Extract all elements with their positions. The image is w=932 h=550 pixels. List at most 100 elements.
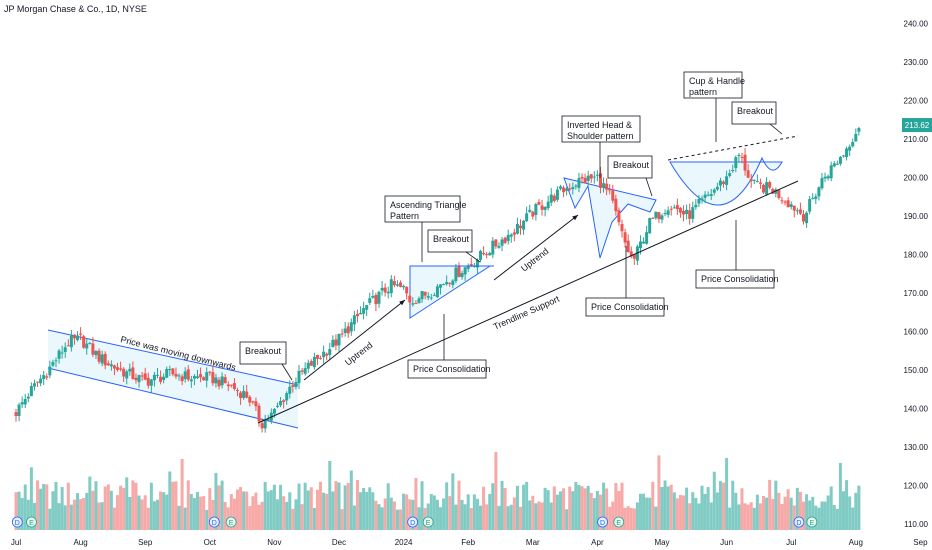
candle-body — [713, 190, 716, 193]
event-label: D — [212, 520, 217, 527]
candle-body — [82, 336, 85, 348]
volume-bar — [624, 508, 627, 530]
volume-bar — [467, 494, 470, 530]
candle-body — [187, 369, 190, 379]
volume-bar — [611, 502, 614, 530]
candle-body — [691, 207, 694, 219]
candle-body — [504, 238, 507, 243]
event-label: E — [810, 520, 815, 527]
volume-bar — [294, 499, 297, 530]
volume-bar — [371, 492, 374, 530]
candle-body — [331, 340, 334, 347]
candle-body — [138, 375, 141, 382]
volume-bar — [341, 509, 344, 530]
volume-bar — [267, 491, 270, 530]
cup-resistance-line — [668, 136, 798, 160]
volume-bar — [282, 496, 285, 530]
candle-body — [700, 198, 703, 200]
candle-body — [239, 393, 242, 399]
candle-body — [470, 264, 473, 266]
volume-bar — [642, 494, 645, 530]
volume-bar — [756, 495, 759, 530]
candle-body — [654, 212, 657, 218]
volume-bar — [224, 502, 227, 530]
volume-bar — [577, 485, 580, 530]
candle-body — [377, 292, 380, 304]
volume-bar — [144, 495, 147, 530]
volume-bar — [359, 492, 362, 530]
candle-body — [70, 336, 73, 347]
candle-body — [587, 176, 590, 181]
candle-body — [531, 212, 534, 217]
volume-bar — [242, 491, 245, 530]
candle-body — [279, 401, 282, 405]
volume-bar — [104, 487, 107, 530]
candle-body — [491, 241, 494, 255]
y-tick-label: 140.00 — [904, 404, 929, 413]
candle-body — [433, 295, 436, 296]
volume-bar — [221, 481, 224, 530]
x-tick-label: Aug — [849, 538, 863, 547]
candle-body — [830, 165, 833, 178]
candle-body — [513, 232, 516, 234]
y-tick-label: 150.00 — [904, 366, 929, 375]
volume-bar — [574, 482, 577, 530]
candle-body — [36, 382, 39, 383]
volume-bar — [442, 498, 445, 530]
volume-bar — [322, 493, 325, 530]
candle-body — [571, 187, 574, 189]
candle-body — [153, 375, 156, 380]
candle-body — [728, 173, 731, 176]
volume-bar — [304, 483, 307, 530]
candle-body — [258, 406, 261, 422]
candle-body — [559, 186, 562, 188]
volume-bar — [356, 480, 359, 530]
volume-bar — [676, 498, 679, 530]
x-tick-label: Aug — [73, 538, 87, 547]
breakout-1-pointer — [282, 364, 292, 380]
candle-body — [670, 209, 673, 210]
candle-body — [627, 241, 630, 252]
volume-bar — [713, 472, 716, 530]
candle-body — [501, 240, 504, 246]
candle-body — [762, 185, 765, 193]
candle-body — [851, 142, 854, 146]
volume-bar — [147, 508, 150, 530]
candle-body — [497, 246, 500, 248]
y-tick-label: 180.00 — [904, 250, 929, 259]
candle-body — [27, 397, 30, 399]
volume-bar — [454, 505, 457, 530]
volume-bar — [436, 500, 439, 530]
volume-bar — [307, 491, 310, 530]
volume-bar — [82, 498, 85, 530]
volume-bar — [239, 487, 242, 530]
volume-bar — [830, 486, 833, 530]
volume-bar — [654, 507, 657, 530]
candle-body — [128, 369, 131, 372]
candle-body — [141, 375, 144, 376]
candle-body — [162, 377, 165, 380]
candle-body — [122, 369, 125, 377]
volume-bar — [54, 482, 57, 530]
volume-bar — [313, 508, 316, 530]
volume-bar — [747, 504, 750, 530]
candle-body — [624, 232, 627, 242]
volume-bar — [688, 503, 691, 530]
candle-body — [159, 377, 162, 382]
event-label: D — [796, 520, 801, 527]
volume-bar — [704, 494, 707, 530]
candle-body — [58, 351, 61, 359]
candle-body — [753, 180, 756, 181]
volume-bar — [270, 490, 273, 530]
y-tick-label: 170.00 — [904, 289, 929, 298]
volume-bar — [261, 502, 264, 530]
volume-bar — [61, 487, 64, 530]
volume-bar — [445, 482, 448, 530]
candle-body — [722, 182, 725, 184]
volume-bar — [116, 495, 119, 530]
volume-bar — [725, 458, 728, 530]
volume-bar — [110, 491, 113, 530]
volume-bar — [737, 504, 740, 530]
candle-body — [522, 221, 525, 230]
